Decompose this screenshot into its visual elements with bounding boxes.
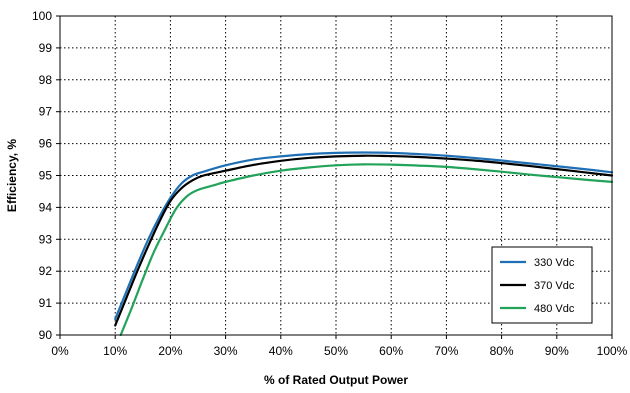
legend-label: 330 Vdc <box>534 257 575 269</box>
x-tick-label: 100% <box>597 344 628 358</box>
x-tick-label: 60% <box>379 344 403 358</box>
y-tick-label: 99 <box>39 41 53 55</box>
y-tick-label: 94 <box>39 200 53 214</box>
series-lines <box>114 151 614 337</box>
y-tick-label: 100 <box>32 9 52 23</box>
y-tick-label: 97 <box>39 105 53 119</box>
legend-label: 370 Vdc <box>534 280 575 292</box>
y-tick-label: 91 <box>39 296 53 310</box>
y-tick-label: 95 <box>39 169 53 183</box>
legend: 330 Vdc 370 Vdc 480 Vdc <box>491 246 593 324</box>
x-tick-label: 30% <box>214 344 238 358</box>
x-tick-label: 90% <box>545 344 569 358</box>
legend-label: 480 Vdc <box>534 303 575 315</box>
x-tick-label: 20% <box>158 344 182 358</box>
y-tick-labels: 90 91 92 93 94 95 96 97 98 99 100 <box>32 9 52 342</box>
x-tick-label: 0% <box>51 344 69 358</box>
x-tick-label: 10% <box>103 344 127 358</box>
y-tick-label: 98 <box>39 73 53 87</box>
x-axis-title: % of Rated Output Power <box>264 373 408 387</box>
series-line-370-vdc <box>114 154 614 327</box>
series-line-480-vdc <box>119 163 614 337</box>
y-tick-label: 93 <box>39 232 53 246</box>
x-tick-label: 70% <box>434 344 458 358</box>
x-tick-label: 50% <box>324 344 348 358</box>
y-tick-label: 96 <box>39 137 53 151</box>
series-line-330-vdc <box>114 151 614 321</box>
y-tick-label: 90 <box>39 328 53 342</box>
x-tick-labels: 0% 10% 20% 30% 40% 50% 60% 70% 80% 90% 100% <box>51 344 627 358</box>
y-axis-title: Efficiency, % <box>5 139 19 212</box>
x-tick-label: 40% <box>269 344 293 358</box>
axes <box>56 15 613 339</box>
x-tick-label: 80% <box>490 344 514 358</box>
y-tick-label: 92 <box>39 264 53 278</box>
